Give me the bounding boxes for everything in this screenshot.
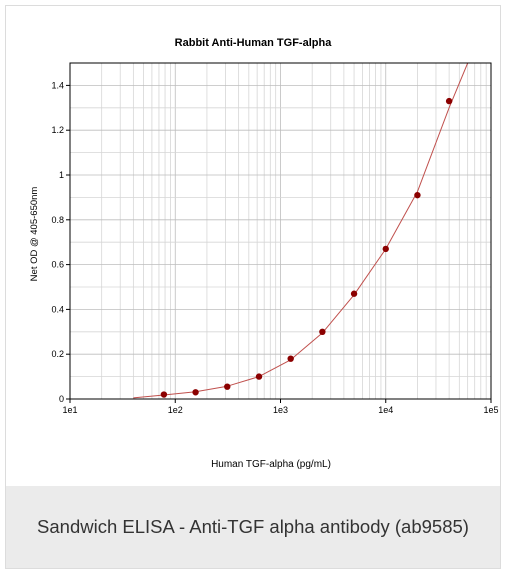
x-tick-label: 1e5 bbox=[483, 405, 498, 415]
fit-curve bbox=[133, 63, 469, 399]
data-point bbox=[287, 355, 294, 362]
data-point bbox=[160, 391, 168, 398]
figure-caption: Sandwich ELISA - Anti-TGF alpha antibody… bbox=[37, 516, 469, 537]
x-tick-label: 1e3 bbox=[273, 405, 288, 415]
data-point bbox=[255, 373, 263, 380]
y-tick-label: 0.4 bbox=[51, 304, 64, 314]
data-point bbox=[350, 290, 358, 297]
figure-card: Rabbit Anti-Human TGF-alpha 1e1 1e2 1e3 1e4… bbox=[5, 5, 501, 569]
y-tick-label: 1.2 bbox=[51, 125, 64, 135]
y-tick-label: 0 bbox=[59, 394, 64, 404]
data-point bbox=[319, 328, 326, 335]
y-tick-label: 0.2 bbox=[51, 349, 64, 359]
caption-bar: Sandwich ELISA - Anti-TGF alpha antibody… bbox=[6, 486, 500, 568]
chart-title: Rabbit Anti-Human TGF-alpha bbox=[175, 37, 333, 49]
y-tick-label: 0.8 bbox=[51, 215, 64, 225]
x-axis-label: Human TGF-alpha (pg/mL) bbox=[211, 459, 331, 470]
data-point bbox=[224, 383, 231, 390]
grid-lines bbox=[70, 63, 491, 399]
data-point bbox=[382, 245, 389, 253]
x-axis-ticks: 1e1 1e2 1e3 1e4 1e5 bbox=[62, 399, 499, 415]
y-axis-ticks: 0 0.2 0.4 0.6 0.8 1 1.2 1.4 bbox=[51, 80, 70, 404]
y-axis-label: Net OD @ 405-650nm bbox=[29, 187, 40, 282]
y-tick-label: 1.4 bbox=[51, 80, 64, 90]
x-tick-label: 1e1 bbox=[62, 405, 77, 415]
data-point bbox=[192, 389, 199, 396]
data-points bbox=[160, 97, 453, 398]
data-point bbox=[445, 97, 453, 105]
chart-area: Rabbit Anti-Human TGF-alpha 1e1 1e2 1e3 1e4… bbox=[6, 6, 500, 486]
x-tick-label: 1e4 bbox=[378, 405, 393, 415]
y-tick-label: 0.6 bbox=[51, 260, 64, 270]
x-tick-label: 1e2 bbox=[168, 405, 183, 415]
y-tick-label: 1 bbox=[59, 170, 64, 180]
fit-curve-layer bbox=[133, 63, 469, 399]
elisa-standard-curve-chart: Rabbit Anti-Human TGF-alpha 1e1 1e2 1e3 1e4… bbox=[29, 37, 499, 470]
data-point bbox=[414, 191, 421, 199]
